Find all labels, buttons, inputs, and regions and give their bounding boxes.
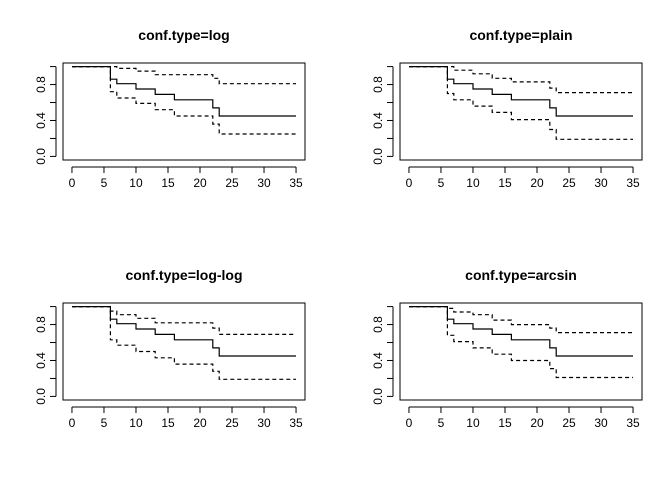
- survival-curve: [72, 65, 296, 117]
- x-tick-label: 0: [69, 176, 76, 190]
- y-tick-label: 0.0: [371, 148, 385, 165]
- x-tick-label: 25: [225, 416, 239, 430]
- x-tick-label: 20: [193, 416, 207, 430]
- y-tick-label: 0.4: [34, 112, 48, 129]
- y-tick-label: 0.4: [371, 352, 385, 369]
- x-tick-label: 10: [129, 416, 143, 430]
- panel-title: conf.type=plain: [469, 27, 572, 43]
- y-tick-label: 0.8: [34, 76, 48, 93]
- plot-frame: [399, 62, 643, 161]
- x-tick-label: 5: [438, 176, 445, 190]
- panel-conf-type-log-log: conf.type=log-log 0 5 10 15 20 25 30 35 0.0 0.4 0.8: [34, 267, 306, 430]
- x-tick-label: 15: [498, 176, 512, 190]
- x-tick-label: 30: [257, 176, 271, 190]
- x-tick-label: 5: [101, 416, 108, 430]
- x-tick-label: 35: [626, 416, 640, 430]
- confidence-band-lower: [72, 306, 296, 380]
- survival-curve: [409, 306, 633, 357]
- x-tick-label: 30: [594, 416, 608, 430]
- confidence-band-lower: [72, 65, 296, 135]
- y-tick-label: 0.4: [371, 112, 385, 129]
- panel-conf-type-log: conf.type=log 0 5 10 15 20 25 30 35 0.0 0.4 0.8: [34, 27, 306, 190]
- x-tick-label: 20: [530, 176, 544, 190]
- x-tick-label: 10: [466, 416, 480, 430]
- x-tick-label: 15: [161, 176, 175, 190]
- panel-conf-type-arcsin: conf.type=arcsin 0 5 10 15 20 25 30 35 0.0 0.4 0.8: [371, 267, 643, 430]
- panel-title: conf.type=log-log: [125, 267, 242, 283]
- x-tick-label: 30: [594, 176, 608, 190]
- x-tick-label: 35: [626, 176, 640, 190]
- y-tick-label: 0.0: [371, 388, 385, 405]
- y-tick-label: 0.0: [34, 388, 48, 405]
- x-tick-label: 20: [530, 416, 544, 430]
- survival-curve: [72, 306, 296, 357]
- x-tick-label: 35: [289, 176, 303, 190]
- survival-curve: [409, 65, 633, 117]
- x-tick-label: 0: [406, 176, 413, 190]
- x-tick-label: 15: [161, 416, 175, 430]
- x-tick-label: 15: [498, 416, 512, 430]
- x-tick-label: 25: [562, 416, 576, 430]
- plot-frame: [399, 302, 643, 401]
- y-tick-label: 0.4: [34, 352, 48, 369]
- confidence-band-upper: [72, 306, 296, 335]
- x-tick-label: 0: [406, 416, 413, 430]
- x-tick-label: 25: [562, 176, 576, 190]
- y-tick-label: 0.0: [34, 148, 48, 165]
- x-tick-label: 20: [193, 176, 207, 190]
- x-tick-label: 25: [225, 176, 239, 190]
- confidence-band-upper: [72, 65, 296, 85]
- panel-title: conf.type=log: [138, 27, 229, 43]
- x-tick-label: 30: [257, 416, 271, 430]
- x-tick-label: 10: [466, 176, 480, 190]
- panel-conf-type-plain: conf.type=plain 0 5 10 15 20 25 30 35 0.0 0.4 0.8: [371, 27, 643, 190]
- x-tick-label: 5: [438, 416, 445, 430]
- y-tick-label: 0.8: [371, 76, 385, 93]
- confidence-band-upper: [409, 306, 633, 334]
- x-tick-label: 10: [129, 176, 143, 190]
- confidence-band-upper: [409, 65, 633, 94]
- y-tick-label: 0.8: [371, 316, 385, 333]
- x-tick-label: 0: [69, 416, 76, 430]
- x-tick-label: 35: [289, 416, 303, 430]
- plot-frame: [62, 62, 306, 161]
- confidence-band-lower: [409, 65, 633, 140]
- x-tick-label: 5: [101, 176, 108, 190]
- y-tick-label: 0.8: [34, 316, 48, 333]
- plot-frame: [62, 302, 306, 401]
- confidence-band-lower: [409, 306, 633, 379]
- panel-title: conf.type=arcsin: [465, 267, 577, 283]
